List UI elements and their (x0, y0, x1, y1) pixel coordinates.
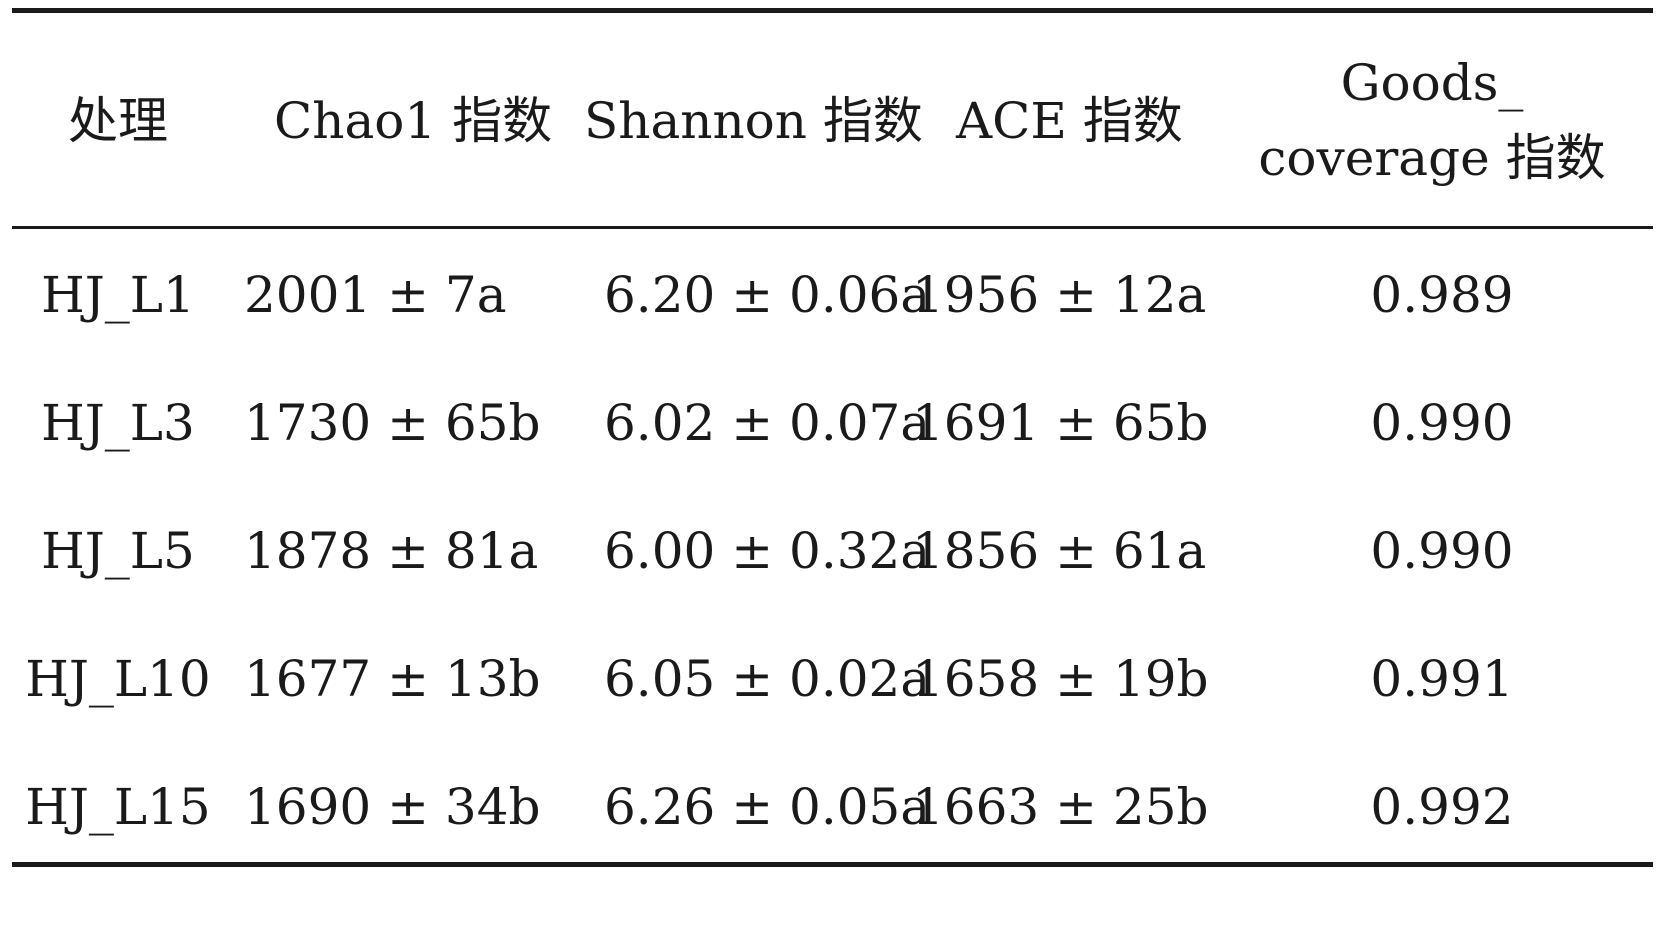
table-row-4-shannon: 6.26 ± 0.05a (604, 778, 931, 836)
table-row-4-goods: 0.992 (1370, 778, 1514, 836)
header-ace: ACE 指数 (956, 92, 1183, 150)
header-shannon: Shannon 指数 (584, 92, 923, 150)
table-row-1-ace: 1691 ± 65b (912, 394, 1209, 452)
table-row-0-chao1: 2001 ± 7a (244, 266, 507, 324)
header-goods-coverage: Goods_ coverage 指数 (1242, 46, 1622, 196)
table-row-3-goods: 0.991 (1370, 650, 1514, 708)
table-row-1-shannon: 6.02 ± 0.07a (604, 394, 931, 452)
table-row-0-goods: 0.989 (1370, 266, 1514, 324)
table-row-3-chao1: 1677 ± 13b (244, 650, 541, 708)
header-goods-line2: coverage 指数 (1258, 129, 1606, 187)
table-row-1-chao1: 1730 ± 65b (244, 394, 541, 452)
table-row-4-ace: 1663 ± 25b (912, 778, 1209, 836)
header-goods-line1: Goods_ (1340, 54, 1524, 112)
table-row-1-treatment: HJ_L3 (41, 394, 195, 452)
table-row-0-ace: 1956 ± 12a (912, 266, 1207, 324)
table-row-3-shannon: 6.05 ± 0.02a (604, 650, 931, 708)
table-row-0-shannon: 6.20 ± 0.06a (604, 266, 931, 324)
table-row-3-ace: 1658 ± 19b (912, 650, 1209, 708)
header-treatment: 处理 (68, 92, 168, 150)
table-row-0-treatment: HJ_L1 (41, 266, 195, 324)
table-row-2-goods: 0.990 (1370, 522, 1514, 580)
table-row-2-ace: 1856 ± 61a (912, 522, 1207, 580)
bottom-rule (12, 862, 1653, 867)
table-row-2-chao1: 1878 ± 81a (244, 522, 539, 580)
header-chao1: Chao1 指数 (274, 92, 553, 150)
table-row-4-chao1: 1690 ± 34b (244, 778, 541, 836)
table-row-3-treatment: HJ_L10 (25, 650, 211, 708)
table-row-2-treatment: HJ_L5 (41, 522, 195, 580)
table-row-1-goods: 0.990 (1370, 394, 1514, 452)
table-row-2-shannon: 6.00 ± 0.32a (604, 522, 931, 580)
top-rule (12, 8, 1653, 13)
table-row-4-treatment: HJ_L15 (25, 778, 211, 836)
header-rule (12, 226, 1653, 229)
